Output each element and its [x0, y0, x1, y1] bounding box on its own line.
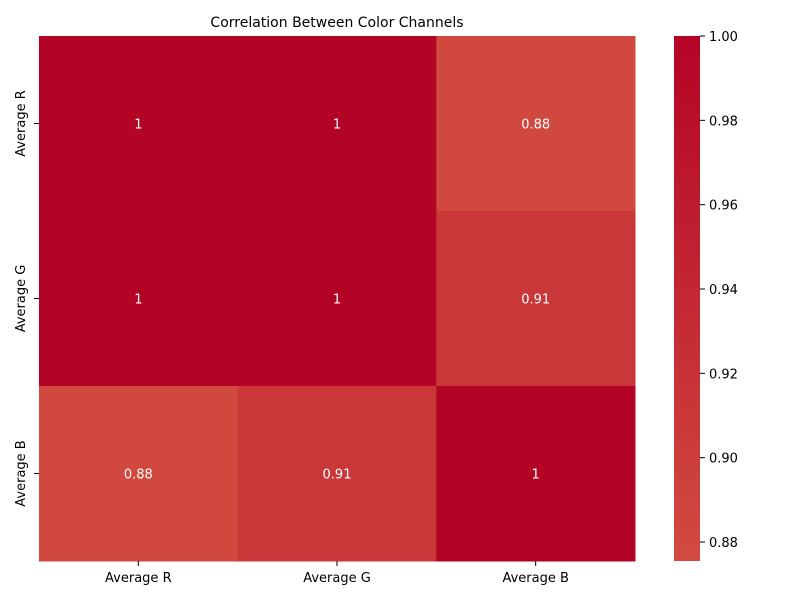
colorbar-gradient — [674, 36, 700, 561]
chart-title: Correlation Between Color Channels — [210, 15, 463, 31]
cell-value-label: 0.91 — [521, 293, 550, 308]
colorbar: 0.88 0.90 0.92 0.94 0.96 0.98 1.00 — [674, 30, 738, 561]
y-tick-label: Average B — [14, 440, 29, 506]
x-tick-label: Average R — [105, 571, 172, 586]
y-tick-label: Average R — [14, 90, 29, 157]
colorbar-tick-label: 0.96 — [709, 199, 738, 214]
heatmap-cell — [436, 36, 636, 212]
heatmap-cell — [436, 211, 636, 387]
heatmap-cell — [237, 386, 437, 562]
y-tick-label: Average G — [14, 265, 29, 333]
heatmap-cell — [39, 36, 239, 212]
colorbar-tick-label: 0.98 — [709, 114, 738, 129]
cell-value-label: 0.88 — [521, 118, 550, 133]
colorbar-tick-label: 1.00 — [709, 30, 738, 45]
heatmap-cell — [237, 36, 437, 212]
heatmap-cell — [39, 386, 239, 562]
x-axis: Average R Average G Average B — [105, 561, 569, 586]
x-tick-label: Average G — [303, 571, 371, 586]
cell-value-label: 0.91 — [323, 468, 352, 483]
heatmap-cell-labels: 1 1 0.88 1 1 0.91 0.88 0.91 1 — [124, 118, 550, 483]
cell-value-label: 1 — [134, 118, 142, 133]
heatmap-cell — [436, 386, 636, 562]
colorbar-tick-label: 0.88 — [709, 536, 738, 551]
y-axis: Average R Average G Average B — [14, 90, 39, 507]
cell-value-label: 1 — [532, 468, 540, 483]
x-tick-label: Average B — [502, 571, 568, 586]
heatmap-cells — [39, 36, 636, 562]
colorbar-tick-label: 0.92 — [709, 367, 738, 382]
cell-value-label: 1 — [134, 293, 142, 308]
colorbar-tick-label: 0.90 — [709, 452, 738, 467]
colorbar-tick-label: 0.94 — [709, 283, 738, 298]
heatmap-cell — [39, 211, 239, 387]
cell-value-label: 0.88 — [124, 468, 153, 483]
cell-value-label: 1 — [333, 118, 341, 133]
heatmap-cell — [237, 211, 437, 387]
cell-value-label: 1 — [333, 293, 341, 308]
